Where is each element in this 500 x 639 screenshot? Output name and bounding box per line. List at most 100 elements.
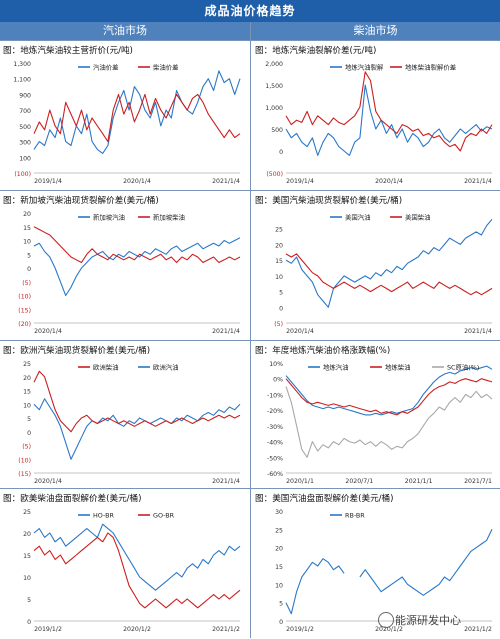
chart-title: 图：地炼汽柴油裂解价差(元/吨) <box>255 46 377 56</box>
y-tick-label: 0 <box>27 266 31 273</box>
series-line <box>33 237 241 297</box>
chart-title: 图：美国汽柴油现货裂解价差(美元/桶) <box>255 196 403 206</box>
x-tick-label: 2020/1/4 <box>34 328 62 335</box>
series-line <box>285 386 493 458</box>
chart-panel: 图：欧美柴油盘面裂解价差(美元/桶) 25 20 15 10 5 0 2019/1/2 2020… <box>0 489 248 639</box>
chart-title: 图：美国汽油盘面裂解价差(美元/桶) <box>255 494 394 504</box>
y-tick-label: 2,000 <box>265 61 283 68</box>
legend-label: 地炼汽油裂解 <box>345 63 384 72</box>
x-tick-label: 2020/1/4 <box>34 478 62 485</box>
x-tick-label: 2020/7/1 <box>345 478 373 485</box>
y-tick-label: 0 <box>279 619 283 626</box>
series-line <box>33 398 241 460</box>
chart-panel: 图：美国汽油盘面裂解价差(美元/桶) 30 25 20 15 10 5 0 2019/1/2 20… <box>252 489 500 639</box>
watermark: 能源研发中心 <box>395 614 461 627</box>
series-line <box>285 253 493 296</box>
y-tick-label: 1,500 <box>265 83 283 90</box>
y-tick-label: 25 <box>275 227 283 234</box>
y-tick-label: 15 <box>23 389 31 396</box>
y-tick-label: -50% <box>267 455 283 462</box>
legend-label: 地炼柴油裂解价差 <box>405 63 456 72</box>
legend-label: 新加坡汽油 <box>93 213 125 222</box>
chart-panel: 图：新加坡汽柴油现货裂解价差(美元/桶) 20 15 10 5 0 (5) (10) (15) (… <box>0 191 248 341</box>
y-tick-label: -20% <box>267 408 283 415</box>
row-divider <box>0 340 500 341</box>
y-tick-label: 10 <box>23 239 31 246</box>
y-tick-label: -60% <box>267 471 283 478</box>
y-tick-label: 25 <box>23 509 31 516</box>
chart-title: 图：年度地炼汽柴油价格涨跌幅(%) <box>255 346 391 356</box>
y-tick-label: (5) <box>22 444 31 451</box>
y-tick-label: 10 <box>275 582 283 589</box>
y-tick-label: 15 <box>23 553 31 560</box>
y-tick-label: -40% <box>267 440 283 447</box>
x-tick-label: 2020/1/4 <box>375 178 403 185</box>
y-tick-label: (10) <box>18 294 31 301</box>
series-line <box>33 226 241 264</box>
y-tick-label: 20 <box>275 546 283 553</box>
chart-svg: 20 15 10 5 0 (5) (10) (15) (20)2020/1/4 2021/1/4 新… <box>18 211 241 335</box>
y-tick-label: 30 <box>275 509 283 516</box>
x-tick-label: 2020/1/2 <box>123 626 151 633</box>
y-tick-label: (15) <box>18 307 31 314</box>
y-tick-label: 10% <box>269 361 283 368</box>
x-tick-label: 2021/7/1 <box>464 478 492 485</box>
column-header-gasoline: 汽油市场 <box>0 22 250 40</box>
series-line <box>33 370 241 433</box>
y-tick-label: 15 <box>23 225 31 232</box>
series-line <box>285 84 493 156</box>
chart-svg: 25 20 15 10 5 0 (5)2020/1/4 2021/1/4 美国汽油 美国柴油 <box>274 213 493 335</box>
x-tick-label: 2021/1/4 <box>212 178 240 185</box>
x-tick-label: 2021/1/2 <box>464 626 492 633</box>
chart-svg: 25 20 15 10 5 0 (5) (10) (15)2020/1/4 2021/1/4 欧洲柴… <box>18 361 241 485</box>
y-tick-label: 10 <box>23 575 31 582</box>
y-tick-label: 5 <box>27 252 31 259</box>
x-tick-label: 2020/1/2 <box>375 626 403 633</box>
legend-label: SC原油(%) <box>447 363 479 372</box>
x-tick-label: 2019/1/4 <box>286 178 314 185</box>
x-tick-label: 2021/1/1 <box>405 478 433 485</box>
x-tick-label: 2019/1/2 <box>34 626 62 633</box>
chart-title: 图：新加坡汽柴油现货裂解价差(美元/桶) <box>3 196 159 206</box>
series-line <box>285 365 493 416</box>
y-tick-label: -30% <box>267 424 283 431</box>
y-tick-label: (20) <box>18 321 31 328</box>
y-tick-label: 1,000 <box>265 105 283 112</box>
x-tick-label: 2021/1/4 <box>464 328 492 335</box>
y-tick-label: 20 <box>23 531 31 538</box>
y-tick-label: 20 <box>23 211 31 218</box>
y-tick-label: 5 <box>27 416 31 423</box>
series-line <box>285 218 493 308</box>
y-tick-label: 1,300 <box>13 61 31 68</box>
y-tick-label: -10% <box>267 392 283 399</box>
chart-svg: 10% 0% -10% -20% -30% -40% -50% -60%2020/1/1 202… <box>267 361 493 485</box>
legend-label: 欧洲柴油 <box>93 363 119 372</box>
chart-svg: 1,300 1,100 900 700 500 300 100 (100)2019/1/4 20… <box>13 61 241 185</box>
chart-title: 图：地炼汽柴油较主营折价(元/吨) <box>3 46 133 56</box>
y-tick-label: (100) <box>14 171 31 178</box>
page-title: 成品油价格趋势 <box>0 0 500 22</box>
series-line <box>33 532 241 609</box>
chart-title: 图：欧美柴油盘面裂解价差(美元/桶) <box>3 494 142 504</box>
y-tick-label: 0 <box>279 305 283 312</box>
legend-label: 欧洲汽油 <box>153 363 179 372</box>
column-divider <box>250 22 251 638</box>
y-tick-label: 5 <box>279 290 283 297</box>
y-tick-label: 20 <box>23 375 31 382</box>
chart-svg: 2,000 1,500 1,000 500 0 (500)2019/1/4 2020/1/4… <box>265 61 493 185</box>
legend-label: 美国柴油 <box>405 213 431 222</box>
y-tick-label: 5 <box>27 597 31 604</box>
y-tick-label: 0 <box>279 149 283 156</box>
chart-title: 图：欧洲汽柴油现货裂解价差(美元/桶) <box>3 346 151 356</box>
y-tick-label: 5 <box>279 601 283 608</box>
chart-panel: 图：欧洲汽柴油现货裂解价差(美元/桶) 25 20 15 10 5 0 (5) (10) (15)… <box>0 341 248 491</box>
row-divider <box>0 40 500 41</box>
series-line <box>285 71 493 152</box>
row-divider <box>0 488 500 489</box>
y-tick-label: 100 <box>19 155 31 162</box>
y-tick-label: 0% <box>273 377 283 384</box>
y-tick-label: (15) <box>18 471 31 478</box>
y-tick-label: 1,100 <box>13 77 31 84</box>
